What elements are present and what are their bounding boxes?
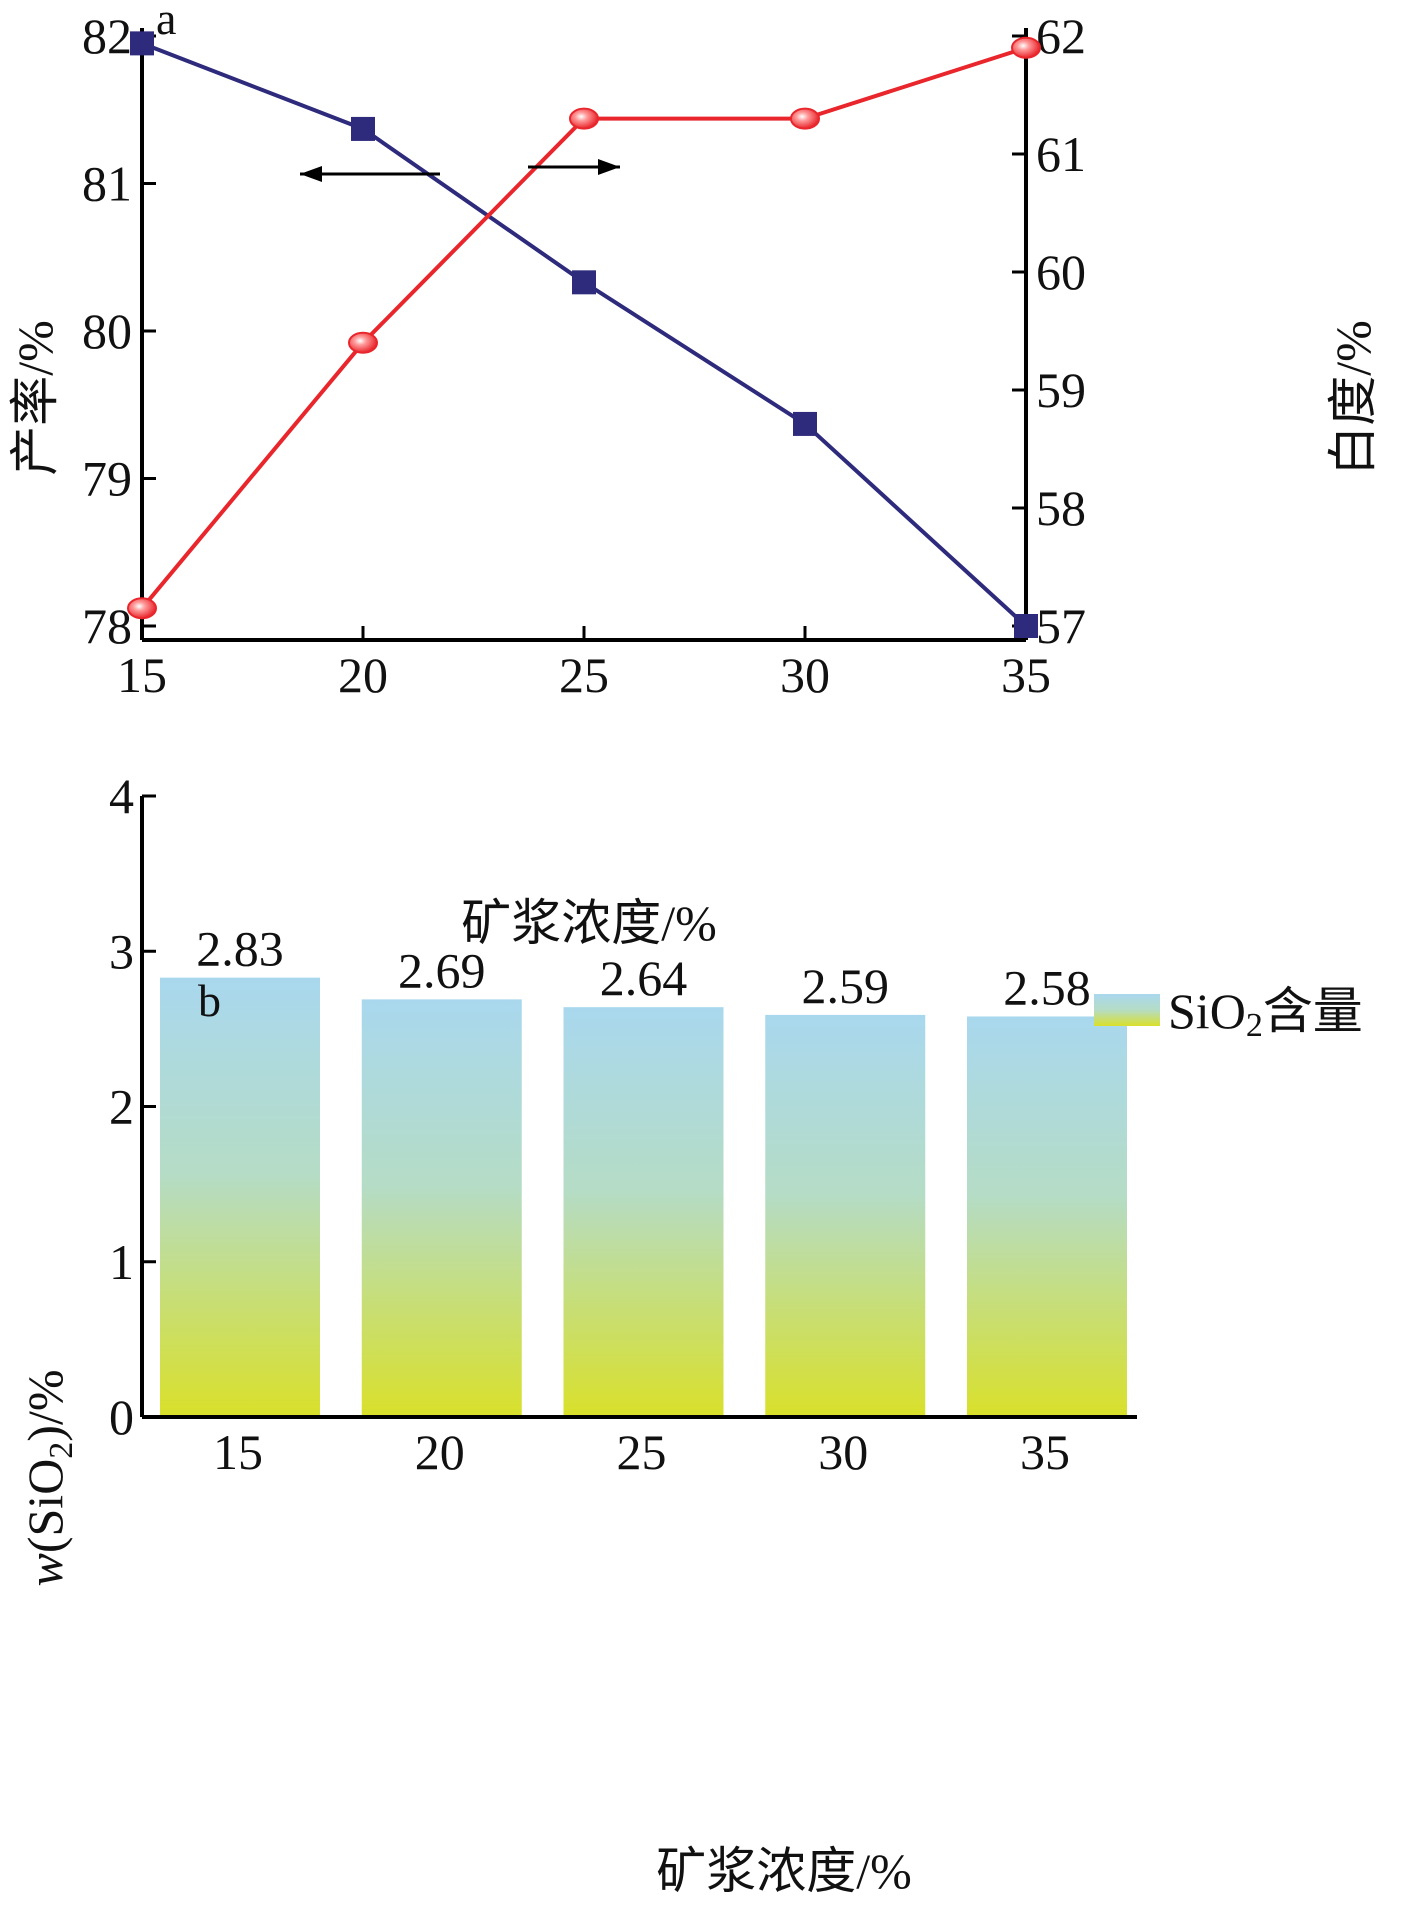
chart-a-panel-label: a [156,0,176,44]
chart-a-y2-axis-title: 白度/% [1325,320,1381,476]
chart-a-left-tick-label: 81 [82,156,132,212]
chart-b-y-axis-title-var: w [17,1553,73,1586]
chart-a-series-1-point [130,31,154,56]
chart-b-y-axis-title: w(SiO2)/% [17,1369,80,1586]
chart-a-x-tick-label: 25 [559,647,609,703]
chart-a-series [127,31,1041,638]
chart-a-left-tick-label: 82 [82,8,132,64]
chart-b-bar [765,1014,926,1417]
chart-b-bar [361,999,522,1417]
legend-label-main: SiO [1168,983,1246,1039]
chart-b-x-tick-label: 30 [818,1424,868,1480]
chart-a-x-axis-title: 矿浆浓度/% [461,895,717,951]
chart-a-right-tick-label: 61 [1036,126,1086,182]
chart-b-bar-value-label: 2.69 [398,942,486,998]
chart-a-series-2-point [1011,36,1041,59]
chart-a-series-2-point [569,107,599,130]
chart-a-x-ticks: 15 20 25 30 35 [117,626,1051,703]
chart-a-left-tick-label: 78 [82,598,132,654]
chart-a-series-2-point [790,107,820,130]
chart-b-y-tick-label: 4 [109,768,134,824]
chart-b-y-axis-title-close: )/% [17,1369,73,1441]
legend-label-rest: 含量 [1263,983,1363,1039]
chart-b-y-tick-label: 0 [109,1389,134,1445]
chart-a-series-1-point [793,411,817,436]
chart-b-panel-label: b [198,975,221,1026]
chart-b-y-tick-label: 3 [109,923,134,979]
chart-b-x-axis-title: 矿浆浓度/% [656,1843,912,1899]
chart-a-series-1-point [572,270,596,295]
chart-b-legend: SiO2含量 [1094,983,1363,1044]
chart-b-bar [967,1016,1127,1417]
chart-b-y-axis-title-open: (SiO [17,1459,73,1553]
chart-b-bar-value-label: 2.59 [802,958,890,1014]
chart-a-left-ticks: 78 79 80 81 82 [82,8,156,654]
chart-a-series-2-line [140,45,1027,610]
chart-a-x-tick-label: 15 [117,647,167,703]
chart-b-y-tick-label: 1 [109,1234,134,1290]
chart-a-y-axis-title: 产率/% [7,320,63,476]
chart-b-bar [563,1007,724,1417]
chart-a: 78 79 80 81 82 57 58 59 60 61 62 15 20 25 30 35 a 矿浆浓… [7,0,1381,951]
chart-a-series-2-point [348,331,378,354]
chart-a-arrow-right-head [598,159,620,175]
chart-b-bar-value-label: 2.58 [1003,959,1091,1015]
chart-a-series-2-point [127,597,157,620]
chart-a-right-tick-label: 62 [1036,8,1086,64]
chart-b-x-tick-label: 25 [617,1424,667,1480]
chart-b-x-tick-label: 35 [1020,1424,1070,1480]
chart-a-right-tick-label: 57 [1036,598,1086,654]
chart-a-x-tick-label: 35 [1001,647,1051,703]
chart-a-right-tick-label: 58 [1036,480,1086,536]
legend-swatch [1094,994,1160,1026]
chart-a-left-tick-label: 79 [82,451,132,507]
chart-a-series-1-line [141,41,1028,628]
chart-b-y-ticks: 0 1 2 3 4 [109,768,156,1445]
chart-b-bar [160,977,320,1417]
chart-b-bar-value-label: 2.64 [600,950,688,1006]
chart-b-x-tick-label: 15 [213,1424,263,1480]
chart-b-bars [160,977,1127,1417]
legend-label-sub: 2 [1246,1007,1263,1044]
chart-b-y-tick-label: 2 [109,1079,134,1135]
chart-a-series-1-point [1014,614,1038,638]
chart-a-x-tick-label: 20 [338,647,388,703]
chart-b-y-axis-title-sub: 2 [43,1442,80,1459]
chart-b-value-labels: 2.83 2.69 2.64 2.59 2.58 [196,921,1091,1016]
legend-label: SiO2含量 [1168,983,1363,1044]
chart-b-x-tick-label: 20 [415,1424,465,1480]
chart-a-x-tick-label: 30 [780,647,830,703]
chart-a-right-tick-label: 60 [1036,244,1086,300]
chart-b-bar-value-label: 2.83 [196,921,284,977]
chart-a-arrows [300,159,620,182]
chart-a-right-tick-label: 59 [1036,362,1086,418]
chart-a-left-tick-label: 80 [82,303,132,359]
chart-b-x-ticks: 15 20 25 30 35 [213,1424,1070,1480]
chart-a-arrow-left-head [300,166,322,182]
chart-a-right-ticks: 57 58 59 60 61 62 [1012,8,1086,654]
chart-a-series-1-point [351,116,375,141]
